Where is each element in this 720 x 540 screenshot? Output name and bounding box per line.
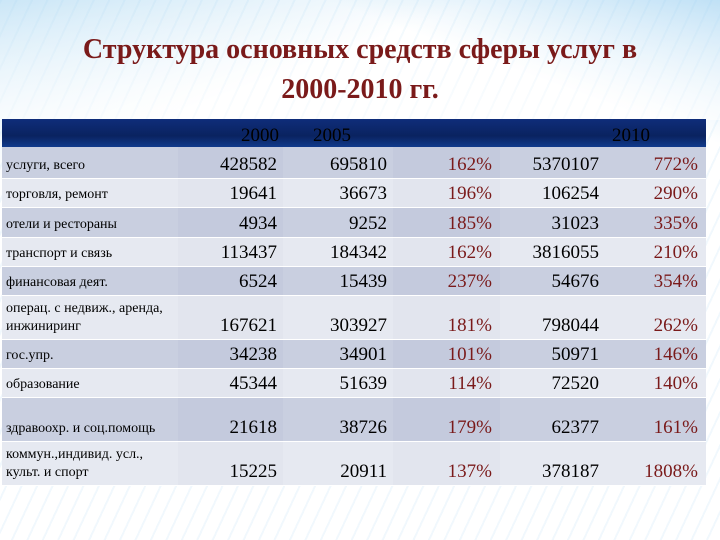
value-2000: 4934: [178, 207, 283, 238]
value-2010: 378187: [500, 441, 605, 486]
value-2010: 106254: [500, 178, 605, 208]
value-2005: 38726: [283, 397, 393, 442]
value-2010: 5370107: [500, 147, 605, 179]
header-year-2000: 2000: [178, 119, 283, 147]
table-row: услуги, всего 428582 695810 162% 5370107…: [2, 147, 706, 179]
percent-2005: 185%: [393, 207, 500, 238]
percent-2010: 290%: [605, 178, 706, 208]
title-line-2: 2000-2010 гг.: [281, 74, 439, 105]
percent-2005: 114%: [393, 368, 500, 398]
value-2010: 72520: [500, 368, 605, 398]
percent-2005: 162%: [393, 237, 500, 267]
value-2000: 428582: [178, 147, 283, 179]
value-2010: 62377: [500, 397, 605, 442]
fixed-assets-table: 2000 2005 2010 услуги, всего 428582 6958…: [2, 119, 706, 486]
table-row: образование 45344 51639 114% 72520 140%: [2, 368, 706, 398]
table-row: операц. с недвиж., аренда, инжиниринг 16…: [2, 295, 706, 340]
percent-2005: 162%: [393, 147, 500, 179]
value-2005: 34901: [283, 339, 393, 369]
value-2000: 21618: [178, 397, 283, 442]
value-2000: 15225: [178, 441, 283, 486]
percent-2010: 1808%: [605, 441, 706, 486]
percent-2005: 181%: [393, 295, 500, 340]
row-label: транспорт и связь: [2, 237, 178, 267]
value-2005: 36673: [283, 178, 393, 208]
value-2005: 695810: [283, 147, 393, 179]
table-row: здравоохр. и соц.помощь 21618 38726 179%…: [2, 397, 706, 442]
table-row: коммун.,индивид. усл., культ. и спорт 15…: [2, 441, 706, 486]
percent-2005: 137%: [393, 441, 500, 486]
table-row: отели и рестораны 4934 9252 185% 31023 3…: [2, 207, 706, 238]
row-label: финансовая деят.: [2, 266, 178, 296]
percent-2005: 237%: [393, 266, 500, 296]
row-label: услуги, всего: [2, 147, 178, 179]
percent-2010: 335%: [605, 207, 706, 238]
row-label: торговля, ремонт: [2, 178, 178, 208]
percent-2005: 196%: [393, 178, 500, 208]
value-2000: 34238: [178, 339, 283, 369]
value-2005: 51639: [283, 368, 393, 398]
title-line-1: Структура основных средств сферы услуг в: [82, 34, 638, 65]
row-label: гос.упр.: [2, 339, 178, 369]
value-2010: 50971: [500, 339, 605, 369]
percent-2010: 354%: [605, 266, 706, 296]
percent-2010: 772%: [605, 147, 706, 179]
value-2005: 15439: [283, 266, 393, 296]
value-2000: 6524: [178, 266, 283, 296]
slide-title: Структура основных средств сферы услуг в…: [0, 30, 720, 110]
value-2000: 167621: [178, 295, 283, 340]
header-empty-cell: [393, 119, 500, 147]
percent-2010: 146%: [605, 339, 706, 369]
percent-2005: 179%: [393, 397, 500, 442]
value-2000: 113437: [178, 237, 283, 267]
percent-2010: 140%: [605, 368, 706, 398]
value-2005: 303927: [283, 295, 393, 340]
header-empty-cell: [2, 119, 178, 147]
value-2010: 798044: [500, 295, 605, 340]
value-2010: 3816055: [500, 237, 605, 267]
value-2005: 9252: [283, 207, 393, 238]
value-2005: 184342: [283, 237, 393, 267]
value-2010: 31023: [500, 207, 605, 238]
row-label: образование: [2, 368, 178, 398]
percent-2010: 262%: [605, 295, 706, 340]
table-row: финансовая деят. 6524 15439 237% 54676 3…: [2, 266, 706, 296]
row-label: отели и рестораны: [2, 207, 178, 238]
value-2000: 19641: [178, 178, 283, 208]
table-row: транспорт и связь 113437 184342 162% 381…: [2, 237, 706, 267]
table-row: торговля, ремонт 19641 36673 196% 106254…: [2, 178, 706, 208]
row-label: операц. с недвиж., аренда, инжиниринг: [2, 295, 178, 340]
row-label: здравоохр. и соц.помощь: [2, 397, 178, 442]
percent-2010: 210%: [605, 237, 706, 267]
value-2000: 45344: [178, 368, 283, 398]
value-2010: 54676: [500, 266, 605, 296]
percent-2005: 101%: [393, 339, 500, 369]
header-year-2005: 2005: [283, 119, 393, 147]
header-year-2010: 2010: [500, 119, 706, 147]
table-header-row: 2000 2005 2010: [2, 119, 706, 147]
value-2005: 20911: [283, 441, 393, 486]
row-label: коммун.,индивид. усл., культ. и спорт: [2, 441, 178, 486]
table-row: гос.упр. 34238 34901 101% 50971 146%: [2, 339, 706, 369]
percent-2010: 161%: [605, 397, 706, 442]
